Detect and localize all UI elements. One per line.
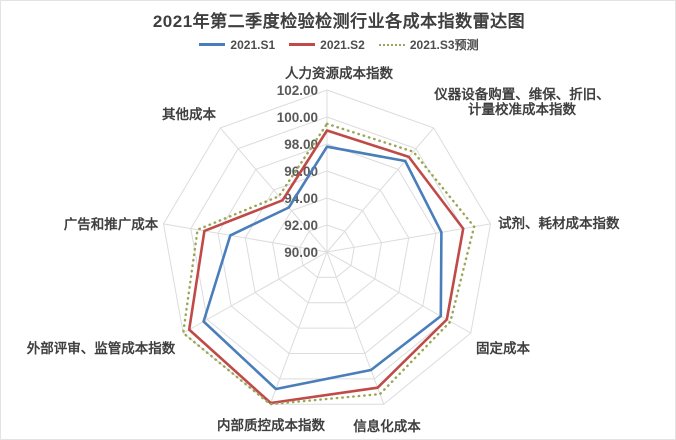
chart-title: 2021年第二季度检验检测行业各成本指数雷达图 — [152, 12, 526, 31]
radial-tick-label: 102.00 — [277, 83, 318, 98]
category-label: 信息化成本 — [353, 418, 421, 434]
legend-item-s1: 2021.S1 — [199, 38, 275, 52]
legend-item-s3: 2021.S3预测 — [378, 36, 479, 53]
grid-ring-102 — [162, 89, 492, 405]
grid-ring-96 — [244, 170, 410, 329]
category-label: 人力资源成本指数 — [285, 65, 393, 81]
legend-label-s3: 2021.S3预测 — [409, 38, 479, 52]
series-polygon-2021.S3预测 — [181, 122, 476, 406]
axis-spoke — [182, 251, 328, 334]
category-label: 外部评审、监管成本指数 — [27, 340, 176, 356]
radial-tick-label: 92.00 — [284, 218, 318, 233]
category-label: 其他成本 — [162, 106, 216, 122]
axis-spoke — [219, 127, 328, 253]
grid-ring-98 — [217, 143, 437, 354]
axis-spoke — [326, 251, 385, 405]
legend-item-s2: 2021.S2 — [289, 38, 365, 52]
axis-spoke — [326, 251, 472, 334]
category-label: 内部质控成本指数 — [217, 417, 325, 433]
radial-tick-label: 100.00 — [277, 110, 318, 125]
axis-spoke — [326, 127, 435, 253]
legend-label-s1: 2021.S1 — [230, 37, 276, 52]
radial-tick-label: 90.00 — [284, 245, 318, 260]
legend-line-swatch-s3 — [378, 43, 405, 46]
category-label: 仪器设备购置、维保、折旧、计量校准成本指数 — [433, 86, 610, 117]
legend-line-swatch-s1 — [199, 43, 226, 46]
grid-ring-94 — [271, 197, 383, 304]
series-polygon-2021.S1 — [202, 145, 443, 391]
category-label: 广告和推广成本 — [64, 216, 159, 232]
axis-spoke — [269, 251, 328, 405]
axis-spoke — [163, 223, 328, 253]
category-label: 固定成本 — [476, 340, 530, 356]
category-label: 试剂、耗材成本指数 — [498, 215, 620, 231]
radial-tick-label: 94.00 — [284, 191, 318, 206]
series-polygon-2021.S2 — [187, 129, 465, 405]
axis-spoke — [326, 223, 491, 253]
legend-line-swatch-s2 — [289, 43, 316, 46]
chart-legend: 2021.S1 2021.S2 2021.S3预测 — [1, 36, 675, 53]
grid-ring-92 — [299, 224, 355, 278]
legend-label-s2: 2021.S2 — [320, 37, 365, 52]
